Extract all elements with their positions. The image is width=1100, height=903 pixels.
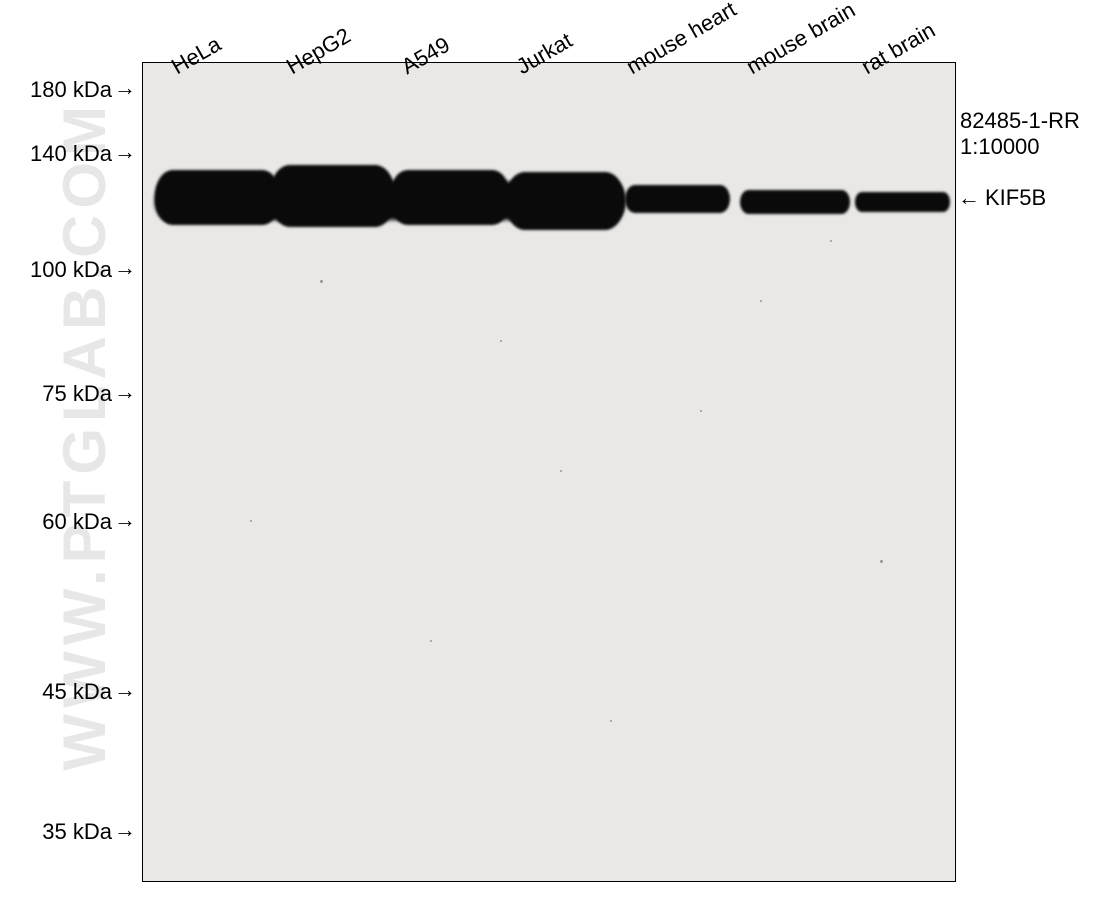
noise-dot [610,720,612,722]
marker-label: 60 kDa [0,509,112,535]
dilution-text: 1:10000 [960,134,1040,160]
protein-band [505,172,625,230]
protein-band [270,165,395,227]
noise-dot [560,470,562,472]
marker-label: 140 kDa [0,141,112,167]
marker-label: 45 kDa [0,679,112,705]
marker-arrow-icon: → [114,379,136,405]
protein-band [740,190,850,214]
noise-dot [760,300,762,302]
noise-dot [430,640,432,642]
protein-band [155,170,280,225]
noise-dot [880,560,883,563]
noise-dot [700,410,702,412]
marker-arrow-icon: → [114,817,136,843]
noise-dot [500,340,502,342]
marker-arrow-icon: → [114,677,136,703]
marker-arrow-icon: → [114,139,136,165]
marker-arrow-icon: → [114,507,136,533]
protein-band [855,192,950,212]
target-protein-label: KIF5B [985,185,1046,211]
figure-container: WWW.PTGLAB.COM 180 kDa→140 kDa→100 kDa→7… [0,0,1100,903]
marker-label: 180 kDa [0,77,112,103]
target-arrow-icon: ← [958,185,980,211]
marker-arrow-icon: → [114,255,136,281]
noise-dot [320,280,323,283]
marker-arrow-icon: → [114,75,136,101]
protein-band [625,185,730,213]
protein-band [390,170,510,225]
marker-label: 75 kDa [0,381,112,407]
watermark-text: WWW.PTGLAB.COM [50,100,119,771]
catalog-number: 82485-1-RR [960,108,1080,134]
noise-dot [250,520,252,522]
marker-label: 100 kDa [0,257,112,283]
noise-dot [830,240,832,242]
marker-label: 35 kDa [0,819,112,845]
